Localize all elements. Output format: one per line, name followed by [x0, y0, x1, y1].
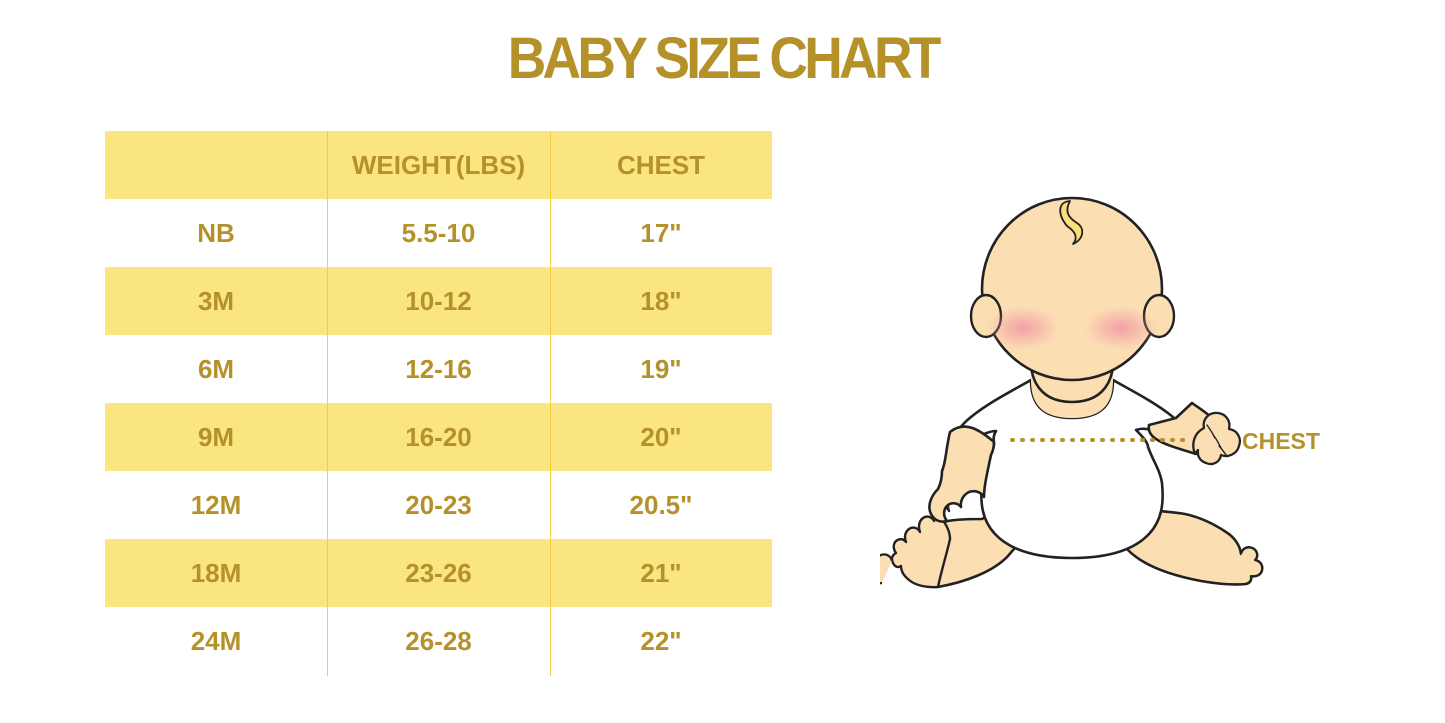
- svg-text:CHEST: CHEST: [1242, 428, 1320, 454]
